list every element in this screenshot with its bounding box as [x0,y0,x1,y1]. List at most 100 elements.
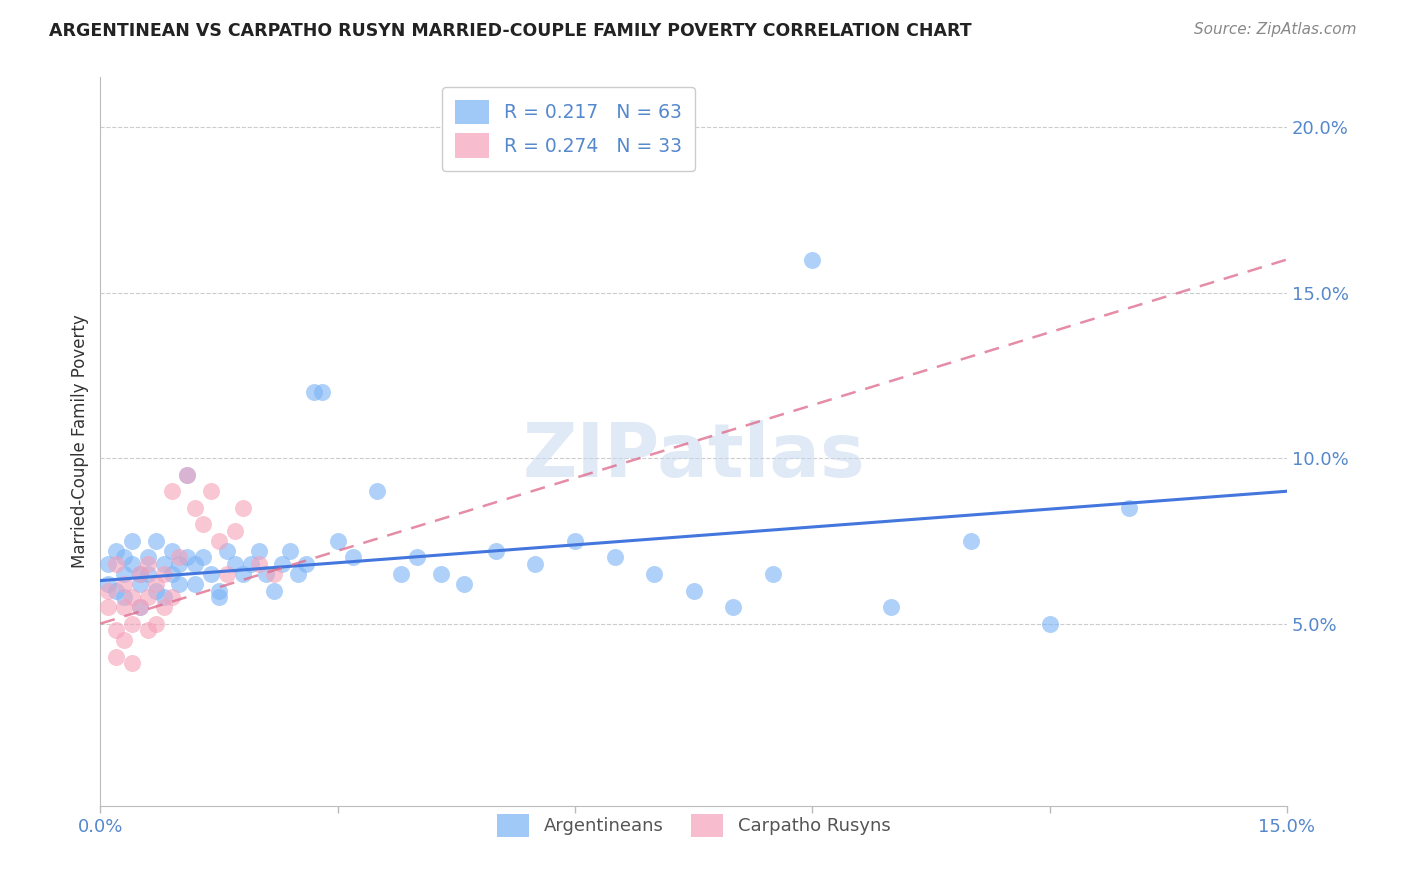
Point [105,649,128,664]
Point [112,633,135,648]
Point [136,624,159,638]
Point [801,252,824,267]
Point [311,384,333,399]
Point [121,557,143,571]
Point [208,590,231,604]
Point [145,533,167,548]
Point [136,550,159,565]
Point [184,500,207,515]
Point [366,484,388,499]
Point [129,600,152,615]
Point [643,566,665,581]
Point [105,624,128,638]
Point [176,467,198,482]
Point [880,600,903,615]
Point [208,533,231,548]
Point [295,557,318,571]
Point [271,557,294,571]
Text: ARGENTINEAN VS CARPATHO RUSYN MARRIED-COUPLE FAMILY POVERTY CORRELATION CHART: ARGENTINEAN VS CARPATHO RUSYN MARRIED-CO… [49,22,972,40]
Point [121,590,143,604]
Point [97,600,120,615]
Point [169,577,191,591]
Point [342,550,364,565]
Point [302,384,325,399]
Point [112,590,135,604]
Point [200,566,222,581]
Point [232,566,254,581]
Point [176,550,198,565]
Point [121,657,143,671]
Point [97,583,120,598]
Point [959,533,981,548]
Point [112,566,135,581]
Point [193,550,215,565]
Point [152,590,174,604]
Point [263,583,285,598]
Point [682,583,704,598]
Text: ZIPatlas: ZIPatlas [523,419,865,492]
Point [121,533,143,548]
Point [256,566,278,581]
Point [145,583,167,598]
Point [721,600,744,615]
Point [184,577,207,591]
Point [105,583,128,598]
Point [152,600,174,615]
Point [105,557,128,571]
Point [326,533,349,548]
Point [129,577,152,591]
Point [564,533,586,548]
Point [208,583,231,598]
Text: Source: ZipAtlas.com: Source: ZipAtlas.com [1194,22,1357,37]
Point [129,566,152,581]
Point [524,557,547,571]
Point [176,467,198,482]
Point [169,550,191,565]
Point [247,544,270,558]
Point [184,557,207,571]
Point [200,484,222,499]
Point [453,577,475,591]
Point [136,557,159,571]
Legend: Argentineans, Carpatho Rusyns: Argentineans, Carpatho Rusyns [489,806,897,844]
Point [105,544,128,558]
Point [129,566,152,581]
Point [152,566,174,581]
Point [239,557,262,571]
Point [169,557,191,571]
Y-axis label: Married-Couple Family Poverty: Married-Couple Family Poverty [72,315,89,568]
Point [215,544,238,558]
Point [389,566,412,581]
Point [160,590,183,604]
Point [152,557,174,571]
Point [263,566,285,581]
Point [129,600,152,615]
Point [485,544,508,558]
Point [136,566,159,581]
Point [112,577,135,591]
Point [121,616,143,631]
Point [247,557,270,571]
Point [160,544,183,558]
Point [97,577,120,591]
Point [145,616,167,631]
Point [224,524,246,538]
Point [1039,616,1062,631]
Point [112,550,135,565]
Point [429,566,451,581]
Point [193,517,215,532]
Point [405,550,427,565]
Point [145,577,167,591]
Point [160,484,183,499]
Point [97,557,120,571]
Point [232,500,254,515]
Point [160,566,183,581]
Point [287,566,309,581]
Point [112,600,135,615]
Point [278,544,301,558]
Point [1118,500,1140,515]
Point [762,566,785,581]
Point [224,557,246,571]
Point [603,550,626,565]
Point [215,566,238,581]
